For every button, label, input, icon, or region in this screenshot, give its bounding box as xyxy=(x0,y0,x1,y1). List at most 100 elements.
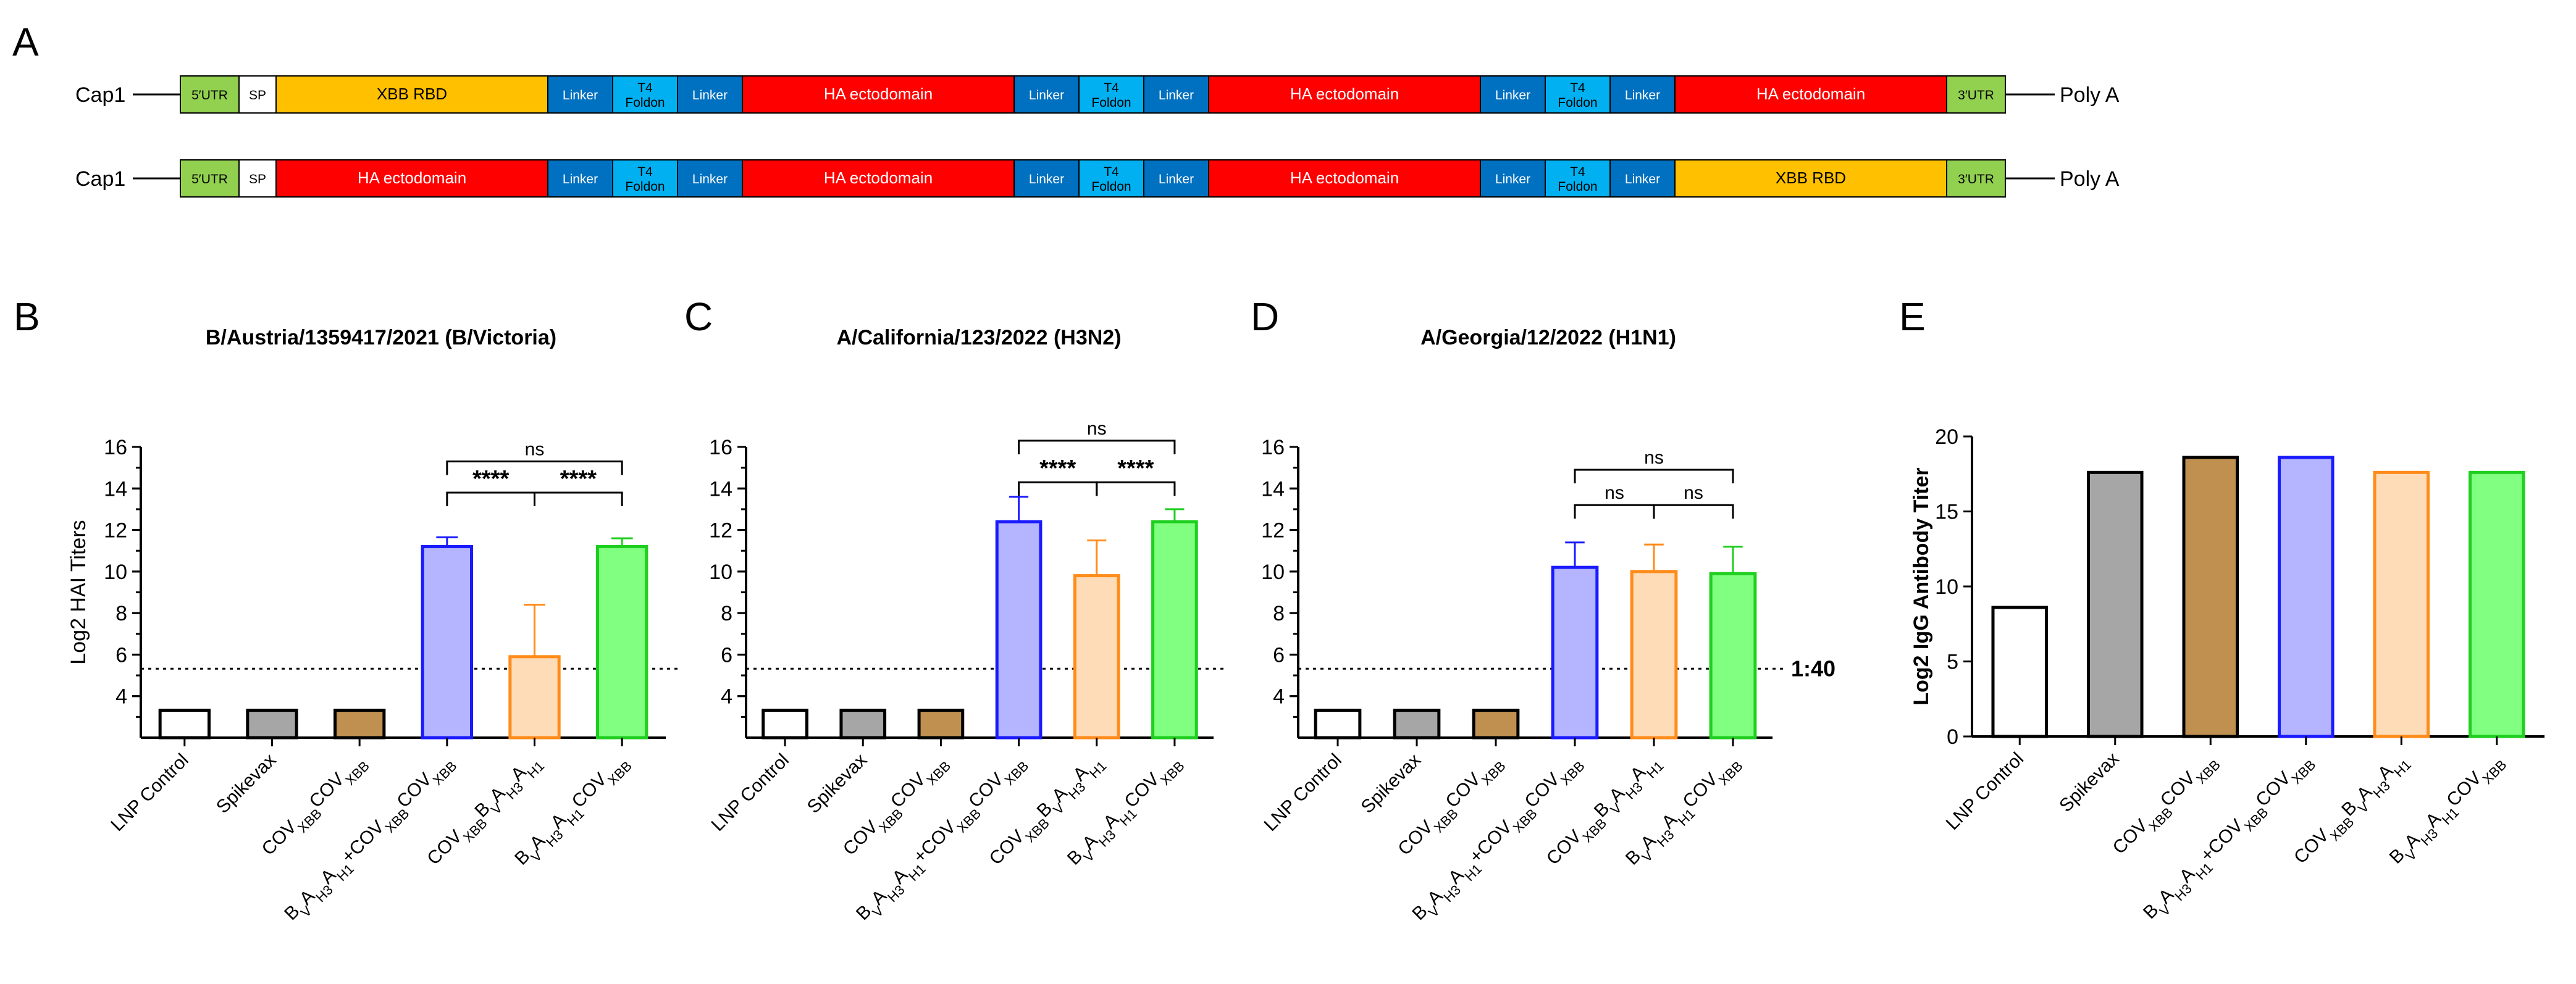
segment-box xyxy=(1208,75,1481,114)
segment-box xyxy=(1609,159,1676,198)
segment-label: Linker xyxy=(1159,88,1194,102)
threshold-label: 1:40 xyxy=(1791,656,1836,681)
x-tick-label-part: COV xyxy=(2443,768,2485,811)
bar xyxy=(1709,572,1757,740)
y-tick-label: 10 xyxy=(709,561,732,584)
significance-bracket xyxy=(446,491,535,507)
panel-letter-a: A xyxy=(12,20,39,64)
x-tick-label-part: LNP Control xyxy=(107,750,193,836)
segment-label: Linker xyxy=(1029,172,1064,186)
bar xyxy=(421,544,474,740)
x-tick-label-part: Spikevax xyxy=(212,750,280,817)
segment-label: 3′UTR xyxy=(1958,172,1994,186)
segment-label: Linker xyxy=(1625,172,1660,186)
significance-label: ns xyxy=(1605,483,1624,503)
y-tick-label: 4 xyxy=(115,685,127,709)
bar xyxy=(1991,606,2049,738)
segment-box xyxy=(742,159,1015,198)
segment-box xyxy=(180,159,240,198)
construct-segment: Linker xyxy=(677,75,743,114)
bar xyxy=(1551,565,1599,740)
x-tick-label: Spikevax xyxy=(1357,750,1425,817)
segment-label: T4 xyxy=(637,81,653,95)
x-tick-label-part: COV xyxy=(2157,768,2199,811)
segment-box xyxy=(1674,159,1947,198)
significance-label: **** xyxy=(560,466,597,492)
segment-label: SP xyxy=(249,172,266,186)
construct-segment: Linker xyxy=(1609,75,1676,114)
segment-label: XBB RBD xyxy=(377,85,447,103)
x-tick-label-part: COV xyxy=(2290,825,2333,867)
segment-box xyxy=(1545,75,1611,114)
construct-segment: 3′UTR xyxy=(1946,159,2006,198)
x-tick-label-part: COV xyxy=(1543,826,1585,869)
segment-label: Linker xyxy=(1495,88,1530,102)
significance-label: ns xyxy=(1644,448,1664,468)
x-tick-label-part: COV xyxy=(965,769,1007,812)
x-tick-label-part: COV xyxy=(1120,769,1163,812)
significance-bracket xyxy=(1018,440,1176,454)
segment-box xyxy=(1078,75,1144,114)
construct-segment: Linker xyxy=(1013,159,1080,198)
bar xyxy=(158,709,211,740)
bar xyxy=(2468,470,2525,738)
x-tick-label-part: COV xyxy=(258,817,301,859)
segment-label: HA ectodomain xyxy=(1756,85,1865,103)
y-tick-label: 16 xyxy=(104,436,127,459)
segment-label: Linker xyxy=(1495,172,1530,186)
construct-segment: Linker xyxy=(1480,159,1546,198)
construct-segment: 5′UTR xyxy=(180,159,240,198)
segment-label: HA ectodomain xyxy=(824,169,933,187)
x-tick-label-part: COV xyxy=(2252,768,2294,811)
bar xyxy=(2373,470,2430,738)
significance-bracket xyxy=(1574,504,1655,519)
x-tick-label-part: Spikevax xyxy=(803,750,871,817)
x-tick-label-part: COV xyxy=(423,826,466,869)
chart-title: A/California/123/2022 (H3N2) xyxy=(836,326,1121,349)
segment-label: HA ectodomain xyxy=(824,85,933,103)
x-tick-label-part: LNP Control xyxy=(1260,750,1346,836)
bar xyxy=(1630,570,1678,740)
x-tick-label: BVAH3AH1+COVXBBCOVXBB xyxy=(280,750,459,929)
significance-bracket xyxy=(446,461,623,475)
panel-letter: D xyxy=(1251,294,1279,339)
construct-segment: HA ectodomain xyxy=(1208,159,1481,198)
x-tick-label-part: LNP Control xyxy=(1942,749,2028,835)
segment-label: T4 xyxy=(1570,81,1585,95)
significance-label: **** xyxy=(472,466,509,492)
construct-segment: HA ectodomain xyxy=(1208,75,1481,114)
chart-panel: B B/Austria/1359417/2021 (B/Victoria) 4 6 8 1… xyxy=(14,294,678,929)
x-tick-label: LNP Control xyxy=(1260,750,1346,836)
x-tick-label-part: +COV xyxy=(2197,815,2247,866)
cap-label: Cap1 xyxy=(75,167,125,191)
y-axis-label: Log2 IgG Antibody Titer xyxy=(1910,467,1933,705)
y-tick-label: 12 xyxy=(104,519,127,543)
y-tick-label: 0 xyxy=(1947,725,1958,749)
segment-box xyxy=(1674,75,1947,114)
y-tick-label: 14 xyxy=(104,477,127,501)
segment-box xyxy=(275,75,548,114)
chart-title: B/Austria/1359417/2021 (B/Victoria) xyxy=(206,326,556,349)
x-tick-label: LNP Control xyxy=(708,750,794,836)
construct-segment: Linker xyxy=(547,159,613,198)
segment-label: XBB RBD xyxy=(1776,169,1846,187)
x-tick-label-part: COV xyxy=(1679,769,1722,812)
significance-label: ns xyxy=(1087,419,1107,439)
x-tick-label-part: LNP Control xyxy=(708,750,794,836)
y-tick-label: 16 xyxy=(1261,436,1285,459)
x-tick-label-part: COV xyxy=(887,769,929,812)
bar xyxy=(246,709,298,740)
y-tick-label: 8 xyxy=(115,602,127,625)
construct-segment: 5′UTR xyxy=(180,75,240,114)
construct-segment: HA ectodomain xyxy=(275,159,548,198)
y-tick-label: 20 xyxy=(1935,425,1958,449)
x-tick-label-part: +COV xyxy=(338,817,388,867)
x-tick-label: Spikevax xyxy=(803,750,871,817)
construct-segment: HA ectodomain xyxy=(742,75,1015,114)
x-tick-label-part: COV xyxy=(393,769,435,812)
bar xyxy=(596,544,648,740)
